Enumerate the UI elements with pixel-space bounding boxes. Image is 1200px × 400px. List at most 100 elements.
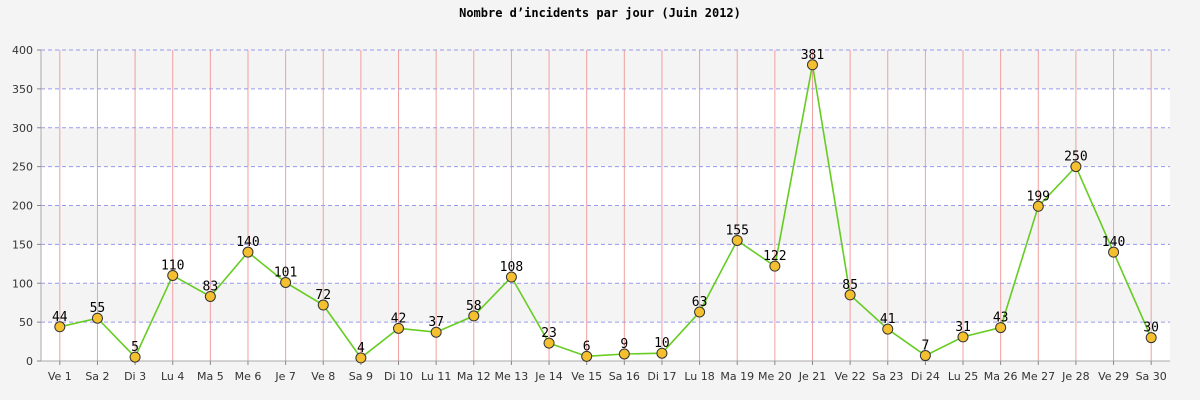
data-label: 6 xyxy=(583,339,591,354)
x-tick-label: Ve 1 xyxy=(48,370,72,383)
x-tick-label: Me 20 xyxy=(758,370,792,383)
data-point xyxy=(167,269,179,281)
x-tick-label: Sa 23 xyxy=(872,370,903,383)
data-label: 122 xyxy=(763,249,786,264)
data-point xyxy=(242,246,254,258)
data-point xyxy=(505,271,517,283)
data-point xyxy=(355,352,367,364)
data-point xyxy=(731,234,743,246)
x-tick-label: Me 6 xyxy=(235,370,262,383)
x-tick-label: Ma 26 xyxy=(984,370,1018,383)
data-point xyxy=(995,322,1007,334)
x-tick-label: Di 24 xyxy=(911,370,940,383)
x-tick-label: Ve 8 xyxy=(311,370,335,383)
data-point xyxy=(919,350,931,362)
y-tick-label: 100 xyxy=(12,277,33,290)
x-tick-label: Di 17 xyxy=(647,370,676,383)
x-tick-label: Ma 19 xyxy=(720,370,754,383)
data-label: 250 xyxy=(1064,150,1087,165)
data-point xyxy=(844,289,856,301)
x-tick-label: Di 3 xyxy=(124,370,146,383)
data-label: 58 xyxy=(466,299,482,314)
x-tick-label: Je 21 xyxy=(798,370,827,383)
data-point xyxy=(1108,246,1120,258)
data-point xyxy=(280,276,292,288)
x-tick-label: Lu 18 xyxy=(684,370,714,383)
data-label: 41 xyxy=(880,312,896,327)
x-tick-label: Ve 22 xyxy=(835,370,866,383)
data-label: 30 xyxy=(1143,321,1159,336)
x-tick-label: Je 28 xyxy=(1061,370,1090,383)
chart-title: Nombre d’incidents par jour (Juin 2012) xyxy=(459,6,741,20)
data-point xyxy=(1032,200,1044,212)
data-point xyxy=(91,312,103,324)
x-tick-label: Ve 29 xyxy=(1098,370,1129,383)
x-tick-label: Je 14 xyxy=(534,370,563,383)
data-point xyxy=(957,331,969,343)
data-label: 140 xyxy=(236,235,259,250)
data-point xyxy=(430,326,442,338)
y-tick-label: 350 xyxy=(12,83,33,96)
data-point xyxy=(54,321,66,333)
x-tick-label: Me 27 xyxy=(1021,370,1055,383)
x-tick-label: Sa 9 xyxy=(349,370,373,383)
data-label: 4 xyxy=(357,341,365,356)
plot-band xyxy=(41,283,1170,323)
data-point xyxy=(694,306,706,318)
data-label: 42 xyxy=(391,311,407,326)
data-point xyxy=(1145,332,1157,344)
x-tick-label: Ve 15 xyxy=(571,370,602,383)
data-label: 63 xyxy=(692,295,708,310)
data-point xyxy=(543,337,555,349)
plot-band xyxy=(41,127,1170,167)
data-point xyxy=(1070,161,1082,173)
data-label: 5 xyxy=(131,340,139,355)
data-point xyxy=(468,310,480,322)
y-tick-label: 150 xyxy=(12,238,33,251)
x-tick-label: Ma 5 xyxy=(197,370,224,383)
data-label: 140 xyxy=(1102,235,1125,250)
data-point xyxy=(317,299,329,311)
y-tick-label: 300 xyxy=(12,122,33,135)
y-tick-label: 250 xyxy=(12,161,33,174)
data-point xyxy=(581,350,593,362)
data-label: 31 xyxy=(955,320,971,335)
series-line xyxy=(59,64,1152,360)
data-label: 83 xyxy=(203,279,219,294)
data-label: 101 xyxy=(274,265,297,280)
x-tick-label: Sa 2 xyxy=(85,370,109,383)
plot-band xyxy=(41,205,1170,245)
x-tick-label: Je 7 xyxy=(274,370,296,383)
data-point xyxy=(618,348,630,360)
data-label: 155 xyxy=(725,223,748,238)
data-point xyxy=(769,260,781,272)
y-tick-label: 0 xyxy=(26,355,33,368)
data-label: 108 xyxy=(500,260,523,275)
data-point xyxy=(882,323,894,335)
data-point xyxy=(129,351,141,363)
y-tick-label: 400 xyxy=(12,44,33,57)
data-point xyxy=(393,322,405,334)
data-label: 85 xyxy=(842,278,858,293)
data-label: 44 xyxy=(52,310,68,325)
data-point xyxy=(656,347,668,359)
x-tick-label: Lu 25 xyxy=(948,370,978,383)
data-label: 10 xyxy=(654,336,670,351)
plot-band xyxy=(41,50,1170,89)
x-tick-label: Sa 16 xyxy=(609,370,640,383)
data-label: 72 xyxy=(315,288,331,303)
data-label: 43 xyxy=(993,311,1009,326)
x-tick-label: Ma 12 xyxy=(457,370,491,383)
x-tick-label: Lu 11 xyxy=(421,370,451,383)
x-tick-label: Sa 30 xyxy=(1136,370,1167,383)
data-label: 23 xyxy=(541,326,557,341)
data-label: 7 xyxy=(921,339,929,354)
data-label: 381 xyxy=(801,48,824,63)
x-tick-label: Lu 4 xyxy=(161,370,184,383)
x-tick-label: Di 10 xyxy=(384,370,413,383)
data-point xyxy=(806,59,818,71)
data-point xyxy=(204,290,216,302)
x-tick-label: Me 13 xyxy=(495,370,529,383)
